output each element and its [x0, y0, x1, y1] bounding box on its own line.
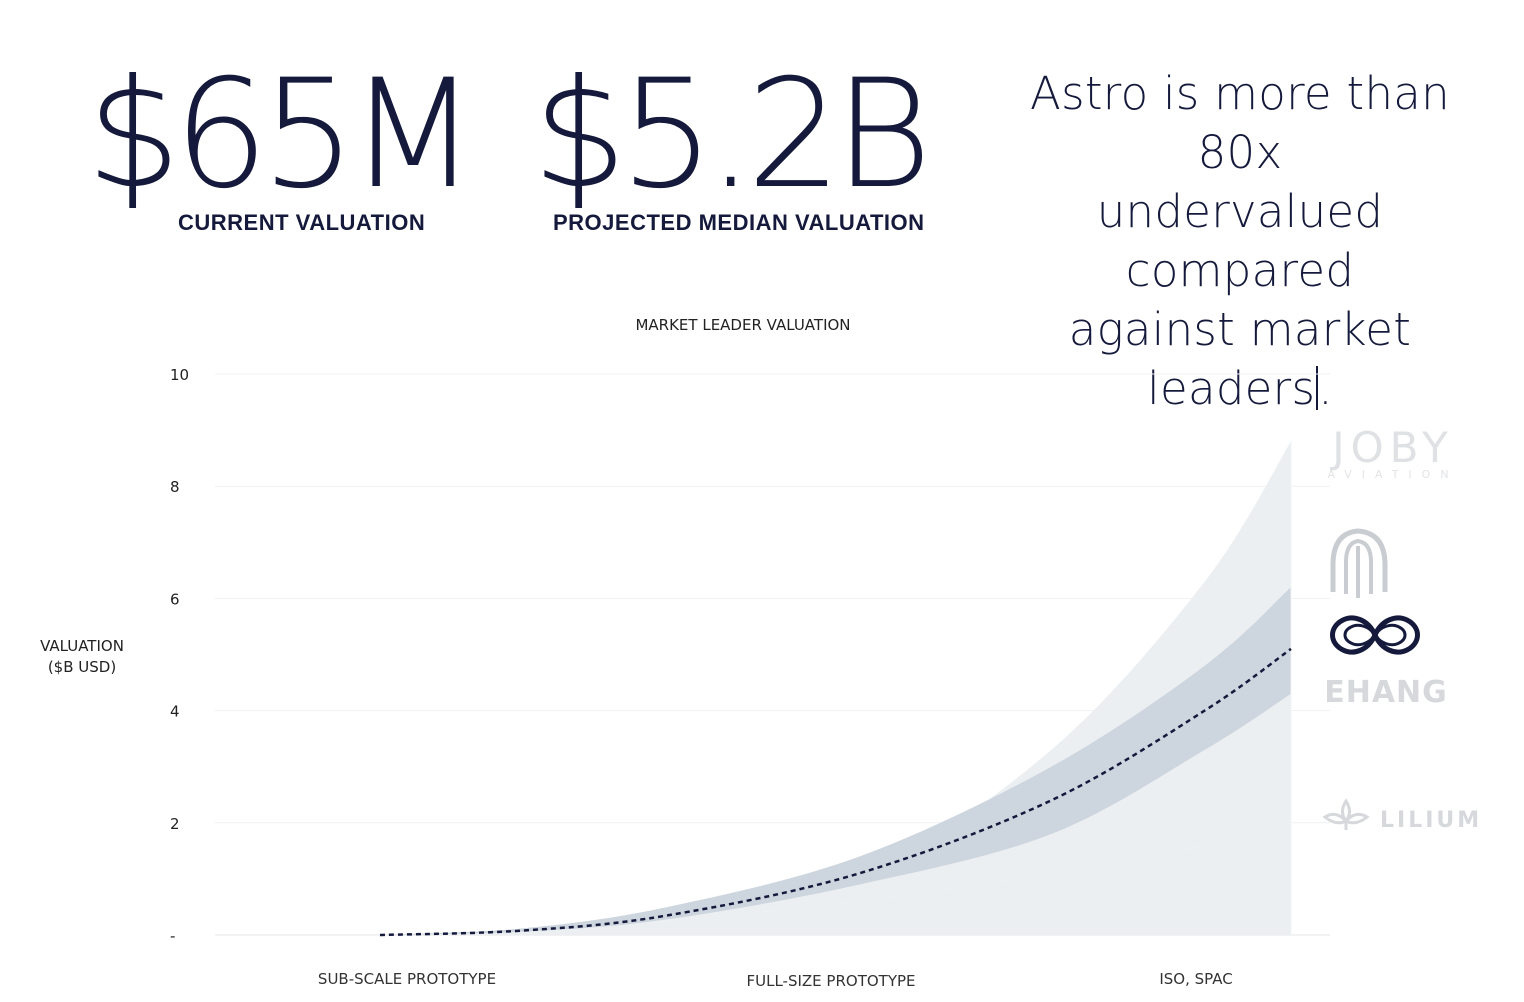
inner-range-area: [380, 587, 1291, 935]
y-axis-label-line-1: VALUATION: [40, 637, 124, 655]
chart-title: MARKET LEADER VALUATION: [635, 316, 850, 334]
projected-valuation-value: $5.2B: [532, 48, 932, 222]
headline-line-3: against market leaders.: [985, 300, 1495, 418]
headline-line-3-text: against market leaders: [1068, 303, 1412, 415]
y-tick-label-0: -: [170, 927, 175, 945]
headline-end: .: [1318, 362, 1333, 415]
lilium-logo-wordmark: LILIUM: [1380, 808, 1482, 833]
lilium-logo-mark: [1322, 798, 1370, 830]
y-tick-label-8: 8: [170, 478, 180, 496]
current-valuation-label: CURRENT VALUATION: [178, 210, 426, 235]
lilium-logo: LILIUM: [1322, 798, 1482, 833]
joby-logo-wordmark: JOBY: [1329, 423, 1454, 472]
arch-logo: [1330, 528, 1388, 598]
y-tick-label-10: 10: [170, 366, 189, 384]
y-tick-label-4: 4: [170, 703, 180, 721]
y-tick-labels: - 2 4 6 8 10: [170, 366, 189, 945]
current-valuation-value: $65M: [86, 48, 478, 222]
median-line-group: [379, 647, 1292, 937]
ehang-logo: EHANG: [1324, 675, 1448, 710]
range-areas: [380, 441, 1292, 935]
baseline-area: [380, 822, 1291, 935]
arch-logo-mid: [1344, 538, 1373, 594]
y-tick-label-2: 2: [170, 815, 180, 833]
category-label-iso-spac: ISO, SPAC: [1159, 970, 1232, 988]
projected-valuation-label: PROJECTED MEDIAN VALUATION: [553, 210, 925, 235]
infinity-logo: [1330, 615, 1420, 655]
text-caret: [1316, 366, 1319, 410]
category-label-sub-scale: SUB-SCALE PROTOTYPE: [318, 970, 496, 988]
headline: Astro is more than 80x undervalued compa…: [985, 64, 1495, 418]
infinity-logo-inner: [1343, 623, 1407, 647]
median-line: [379, 647, 1292, 937]
headline-line-2: undervalued compared: [1096, 185, 1384, 297]
y-axis-label-line-2: ($B USD): [48, 658, 116, 676]
arch-logo-outer: [1330, 528, 1388, 592]
headline-line-1: Astro is more than 80x: [1029, 67, 1450, 179]
joby-logo-subtitle: AVIATION: [1327, 468, 1458, 481]
y-tick-label-6: 6: [170, 590, 180, 608]
joby-logo: JOBY AVIATION: [1327, 423, 1458, 481]
category-label-full-size: FULL-SIZE PROTOTYPE: [746, 972, 915, 990]
